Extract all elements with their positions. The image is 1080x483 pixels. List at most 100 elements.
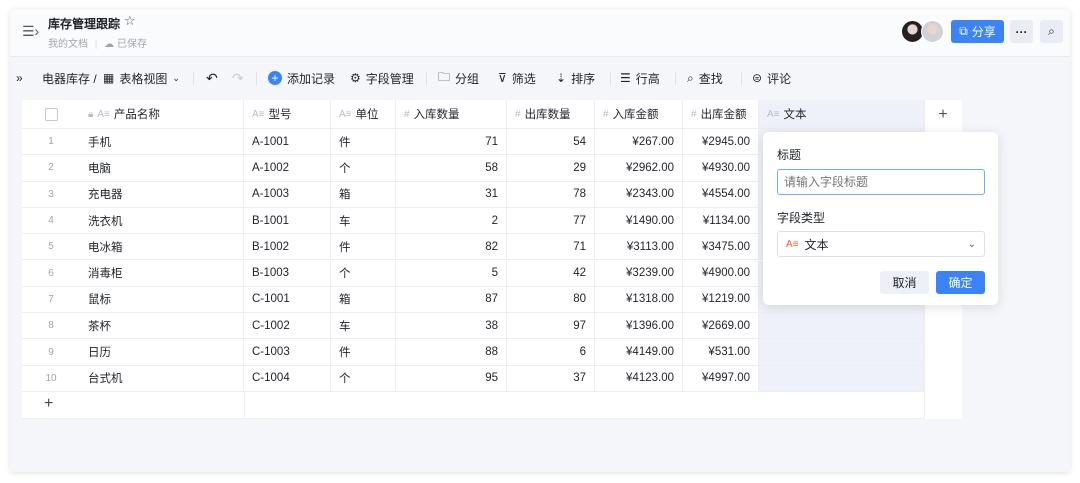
avatar[interactable] xyxy=(921,20,944,43)
table-cell[interactable]: 个 xyxy=(331,155,396,181)
table-cell[interactable]: ¥2343.00 xyxy=(595,181,683,207)
table-cell[interactable]: 电脑 xyxy=(80,155,244,181)
column-header[interactable]: # 入库金额 xyxy=(595,100,683,128)
table-cell[interactable]: 71 xyxy=(507,234,595,260)
table-cell[interactable]: ¥4930.00 xyxy=(683,155,759,181)
add-column-button[interactable]: + xyxy=(938,105,948,123)
add-record-button[interactable]: + 添加记录 xyxy=(268,67,335,89)
table-cell[interactable]: 车 xyxy=(331,313,396,339)
table-cell[interactable]: 电冰箱 xyxy=(80,234,244,260)
table-cell[interactable]: 54 xyxy=(507,129,595,155)
sort-button[interactable]: ⇣ 排序 xyxy=(556,67,595,89)
table-cell[interactable]: ¥2945.00 xyxy=(683,129,759,155)
table-cell[interactable]: 个 xyxy=(331,365,396,391)
select-all-checkbox[interactable] xyxy=(44,107,58,121)
table-cell[interactable]: 件 xyxy=(331,339,396,365)
table-cell[interactable]: ¥4997.00 xyxy=(683,365,759,391)
table-cell[interactable]: C-1001 xyxy=(244,286,331,313)
table-cell[interactable]: 77 xyxy=(507,207,595,234)
table-cell[interactable]: ¥531.00 xyxy=(683,339,759,365)
table-cell[interactable]: 台式机 xyxy=(80,365,244,391)
table-cell[interactable]: ¥1490.00 xyxy=(595,207,683,234)
table-cell[interactable]: 78 xyxy=(507,181,595,207)
table-cell[interactable]: 个 xyxy=(331,260,396,286)
table-cell[interactable] xyxy=(759,339,924,365)
table-row[interactable]: 9 日历 C-1003 件 88 6 ¥4149.00 ¥531.00 xyxy=(22,339,924,366)
table-cell[interactable]: 37 xyxy=(507,365,595,391)
confirm-button[interactable]: 确定 xyxy=(936,271,985,294)
column-header[interactable]: # 入库数量 xyxy=(396,100,507,128)
comment-button[interactable]: ⊜ 评论 xyxy=(752,67,791,89)
table-cell[interactable]: ¥1396.00 xyxy=(595,313,683,339)
group-button[interactable]: 🗀 分组 xyxy=(438,67,479,89)
table-cell[interactable]: C-1004 xyxy=(244,365,331,391)
table-cell[interactable] xyxy=(759,313,924,339)
sidebar-toggle-icon[interactable]: ☰› xyxy=(22,23,40,39)
table-cell[interactable]: A-1001 xyxy=(244,129,331,155)
table-cell[interactable]: ¥3475.00 xyxy=(683,234,759,260)
table-cell[interactable]: 2 xyxy=(396,207,507,234)
table-cell[interactable]: 茶杯 xyxy=(80,313,244,339)
table-cell[interactable]: 58 xyxy=(396,155,507,181)
expand-icon[interactable]: » xyxy=(16,71,23,85)
table-cell[interactable]: 件 xyxy=(331,234,396,260)
column-header[interactable]: # 出库金额 xyxy=(683,100,759,128)
table-cell[interactable]: ¥2962.00 xyxy=(595,155,683,181)
table-cell[interactable]: ¥4149.00 xyxy=(595,339,683,365)
table-cell[interactable]: ¥1219.00 xyxy=(683,286,759,313)
table-cell[interactable]: C-1002 xyxy=(244,313,331,339)
table-cell[interactable]: 82 xyxy=(396,234,507,260)
table-cell[interactable]: C-1003 xyxy=(244,339,331,365)
column-header[interactable]: A≡ 单位 xyxy=(331,100,396,128)
add-row-button[interactable]: + xyxy=(44,395,54,412)
table-cell[interactable]: 手机 xyxy=(80,129,244,155)
field-title-input[interactable] xyxy=(777,169,985,195)
table-breadcrumb[interactable]: 电器库存 / xyxy=(42,67,97,89)
cancel-button[interactable]: 取消 xyxy=(880,271,929,294)
table-cell[interactable]: 87 xyxy=(396,286,507,313)
table-cell[interactable]: 充电器 xyxy=(80,181,244,207)
table-cell[interactable]: 38 xyxy=(396,313,507,339)
table-cell[interactable]: ¥267.00 xyxy=(595,129,683,155)
table-cell[interactable]: 80 xyxy=(507,286,595,313)
redo-icon[interactable]: ↷ xyxy=(232,69,244,86)
search-button[interactable]: ⌕ xyxy=(1040,20,1063,43)
table-cell[interactable]: 71 xyxy=(396,129,507,155)
row-height-button[interactable]: ☰ 行高 xyxy=(620,67,660,89)
table-cell[interactable]: B-1001 xyxy=(244,207,331,234)
table-cell[interactable]: ¥4554.00 xyxy=(683,181,759,207)
table-cell[interactable]: B-1003 xyxy=(244,260,331,286)
table-cell[interactable]: ¥3239.00 xyxy=(595,260,683,286)
table-cell[interactable]: 箱 xyxy=(331,181,396,207)
table-cell[interactable]: 97 xyxy=(507,313,595,339)
table-cell[interactable]: 箱 xyxy=(331,286,396,313)
field-type-select[interactable]: A≡ 文本 ⌄ xyxy=(777,231,985,257)
table-cell[interactable]: 件 xyxy=(331,129,396,155)
column-header[interactable]: A≡ 文本 xyxy=(759,100,924,128)
table-row[interactable]: 10 台式机 C-1004 个 95 37 ¥4123.00 ¥4997.00 xyxy=(22,365,924,392)
table-cell[interactable]: 42 xyxy=(507,260,595,286)
table-cell[interactable]: 31 xyxy=(396,181,507,207)
table-cell[interactable]: 车 xyxy=(331,207,396,234)
table-cell[interactable]: 洗衣机 xyxy=(80,207,244,234)
table-cell[interactable] xyxy=(759,365,924,391)
table-cell[interactable]: ¥1134.00 xyxy=(683,207,759,234)
view-selector[interactable]: ▦ 表格视图 ⌄ xyxy=(103,67,180,89)
column-header[interactable]: 🔒︎ A≡ 产品名称 xyxy=(80,100,244,128)
table-cell[interactable]: B-1002 xyxy=(244,234,331,260)
find-button[interactable]: ⌕ 查找 xyxy=(687,67,723,89)
column-header[interactable]: A≡ 型号 xyxy=(244,100,331,128)
table-cell[interactable]: 消毒柜 xyxy=(80,260,244,286)
table-cell[interactable]: ¥2669.00 xyxy=(683,313,759,339)
breadcrumb[interactable]: 我的文档 xyxy=(48,39,88,50)
table-cell[interactable]: ¥3113.00 xyxy=(595,234,683,260)
share-button[interactable]: ⧉ 分享 xyxy=(951,20,1004,43)
field-manage-button[interactable]: ⚙ 字段管理 xyxy=(350,67,414,89)
table-cell[interactable]: 29 xyxy=(507,155,595,181)
table-cell[interactable]: 88 xyxy=(396,339,507,365)
table-cell[interactable]: A-1002 xyxy=(244,155,331,181)
table-cell[interactable]: 95 xyxy=(396,365,507,391)
table-cell[interactable]: 日历 xyxy=(80,339,244,365)
more-button[interactable]: ··· xyxy=(1010,20,1033,43)
table-cell[interactable]: 5 xyxy=(396,260,507,286)
